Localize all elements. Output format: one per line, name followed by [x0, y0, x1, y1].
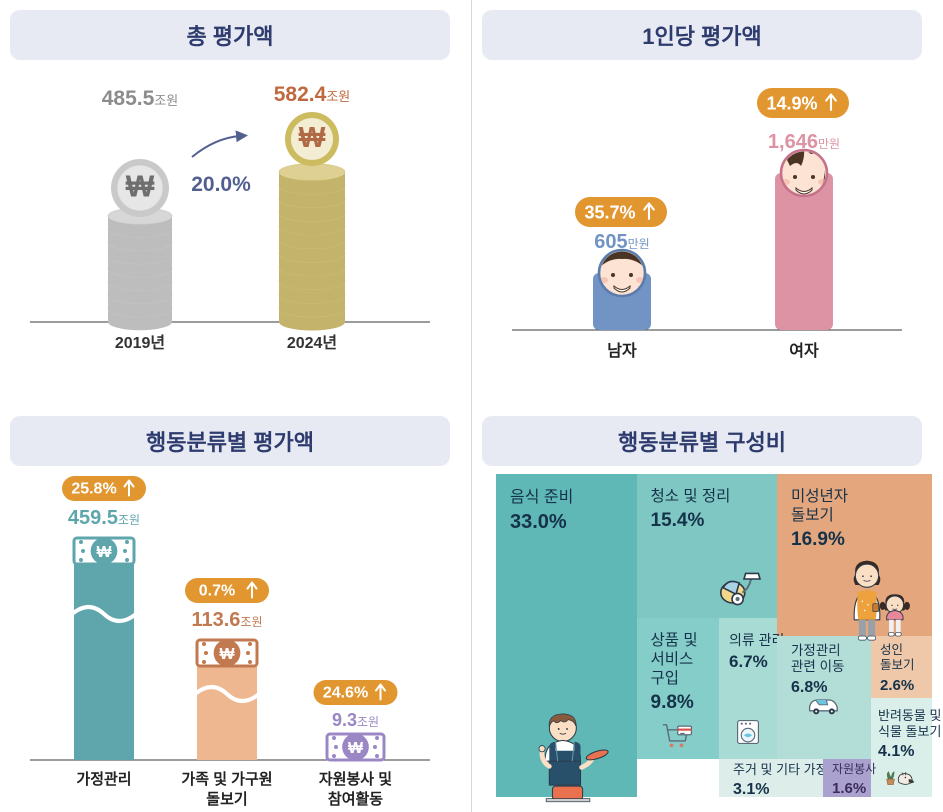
svg-text:남자: 남자 [607, 342, 637, 360]
svg-text:14.9%: 14.9% [766, 94, 817, 114]
svg-text:20.0%: 20.0% [191, 173, 251, 196]
svg-text:24.6%: 24.6% [323, 685, 368, 702]
svg-text:2024년: 2024년 [287, 333, 337, 352]
svg-text:2019년: 2019년 [115, 333, 165, 352]
svg-text:₩: ₩ [96, 544, 112, 561]
svg-text:₩: ₩ [219, 646, 235, 663]
svg-text:가정관리: 가정관리 [76, 770, 131, 788]
svg-text:1,646만원: 1,646만원 [768, 131, 840, 153]
svg-text:₩: ₩ [348, 740, 364, 757]
svg-text:자원봉사 및: 자원봉사 및 [319, 770, 392, 788]
svg-text:여자: 여자 [789, 342, 819, 360]
svg-text:35.7%: 35.7% [584, 203, 635, 223]
svg-text:가족 및 가구원: 가족 및 가구원 [181, 770, 272, 788]
svg-text:605만원: 605만원 [594, 231, 649, 253]
svg-text:0.7%: 0.7% [199, 583, 235, 600]
svg-text:25.8%: 25.8% [71, 481, 116, 498]
svg-text:9.3조원: 9.3조원 [332, 710, 379, 730]
svg-text:돌보기: 돌보기 [206, 791, 247, 808]
svg-text:459.5조원: 459.5조원 [68, 507, 140, 529]
svg-text:참여활동: 참여활동 [328, 790, 383, 808]
svg-text:485.5조원: 485.5조원 [102, 87, 178, 110]
svg-text:₩: ₩ [126, 170, 155, 204]
svg-text:113.6조원: 113.6조원 [191, 609, 262, 631]
svg-text:582.4조원: 582.4조원 [274, 83, 350, 106]
svg-text:₩: ₩ [299, 122, 326, 154]
